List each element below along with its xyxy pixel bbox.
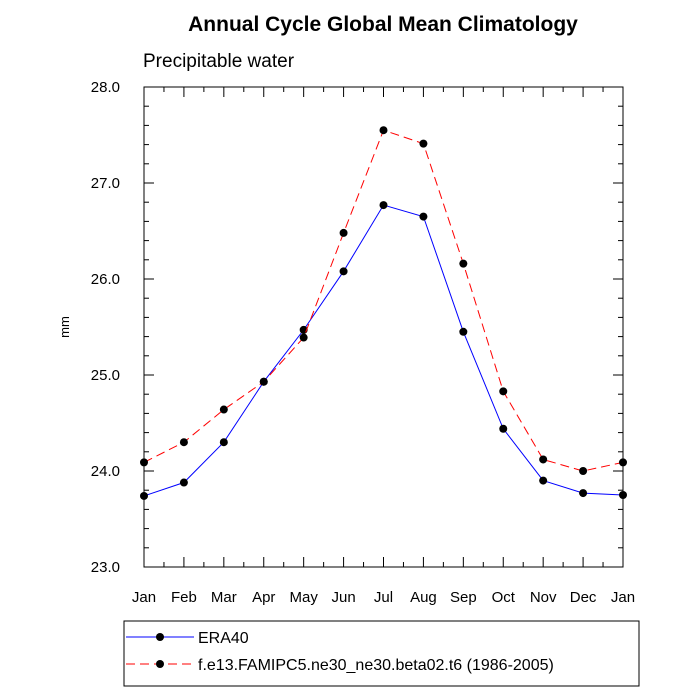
x-tick-label: Apr: [252, 589, 275, 606]
series-1-point: [459, 259, 468, 268]
legend-label-0: ERA40: [198, 630, 249, 647]
series-0-point: [539, 476, 548, 485]
series-0-point: [499, 424, 508, 433]
series-1-point: [419, 139, 428, 148]
series-1-point: [339, 228, 348, 237]
chart-title: Annual Cycle Global Mean Climatology: [188, 13, 578, 36]
y-tick-label: 24.0: [91, 463, 120, 480]
series-0-point: [419, 212, 428, 221]
series-1-point: [140, 458, 148, 467]
series-1-point: [299, 333, 308, 342]
legend-frame: [123, 620, 640, 687]
x-tick-label: Aug: [410, 589, 437, 606]
x-tick-label: Jan: [132, 589, 156, 606]
legend: ERA40 f.e13.FAMIPC5.ne30_ne30.beta02.t6 (…: [123, 620, 640, 687]
x-tick-labels: Jan Feb Mar Apr May Jun Jul Aug Sep Oct Nov Dec Jan: [132, 589, 635, 606]
y-tick-label: 28.0: [91, 79, 120, 96]
x-tick-label: Mar: [211, 589, 237, 606]
x-tick-label: Oct: [492, 589, 516, 606]
series-1-point: [579, 467, 588, 475]
ticks: [143, 86, 624, 568]
x-tick-label: Feb: [171, 589, 197, 606]
x-tick-label: Dec: [570, 589, 597, 606]
series-1-point: [259, 377, 268, 386]
series-1-point: [619, 458, 627, 467]
series-1-point: [499, 387, 508, 396]
legend-marker-0: [156, 633, 164, 641]
series-1-point: [219, 405, 228, 414]
plot-frame: [143, 86, 624, 568]
legend-items: ERA40 f.e13.FAMIPC5.ne30_ne30.beta02.t6 (…: [126, 630, 554, 674]
x-tick-label: May: [289, 589, 318, 606]
y-tick-label: 23.0: [91, 559, 120, 576]
legend-marker-1: [156, 660, 164, 668]
series-0-point: [339, 267, 348, 276]
y-tick-label: 27.0: [91, 175, 120, 192]
series-0-point: [179, 478, 188, 487]
x-tick-label: Jan: [611, 589, 635, 606]
x-tick-label: Jun: [331, 589, 355, 606]
series-1-point: [379, 126, 388, 135]
y-axis-label: mm: [57, 316, 72, 338]
series-0-point: [459, 327, 468, 336]
series-1-point: [539, 455, 548, 464]
series-layer: [140, 126, 627, 500]
series-0-point: [219, 438, 228, 447]
y-tick-labels: 23.0 24.0 25.0 26.0 27.0 28.0: [91, 79, 120, 576]
x-tick-label: Sep: [450, 589, 477, 606]
series-line-1: [143, 129, 624, 472]
series-1-point: [179, 438, 188, 447]
series-0-point: [619, 491, 627, 499]
chart-subtitle: Precipitable water: [143, 51, 295, 72]
legend-label-1: f.e13.FAMIPC5.ne30_ne30.beta02.t6 (1986-…: [198, 657, 554, 674]
series-line-0: [143, 204, 624, 497]
series-0-point: [579, 489, 588, 498]
series-0-point: [379, 201, 388, 210]
y-tick-label: 25.0: [91, 367, 120, 384]
x-tick-label: Jul: [374, 589, 393, 606]
x-tick-label: Nov: [530, 589, 557, 606]
series-0-point: [140, 491, 148, 500]
y-tick-label: 26.0: [91, 271, 120, 288]
